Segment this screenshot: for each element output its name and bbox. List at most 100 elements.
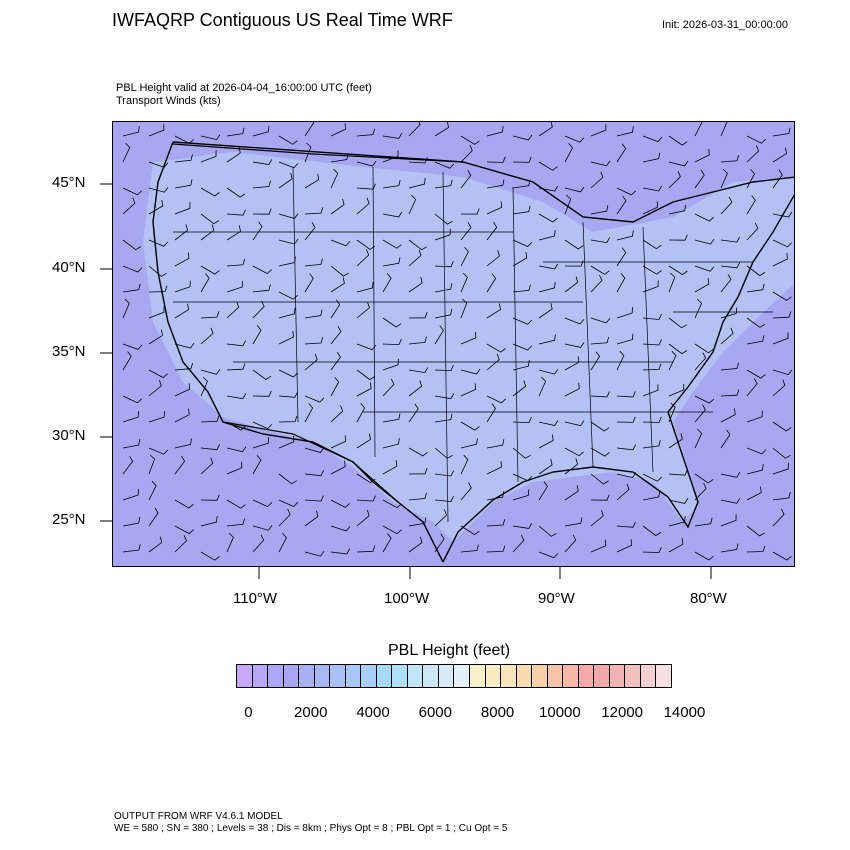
wind-barb (694, 473, 714, 484)
wind-barb (460, 383, 477, 397)
wind-barb (642, 201, 658, 215)
wind-barb (148, 329, 163, 345)
wind-barb (772, 369, 793, 376)
wind-barb (460, 438, 478, 449)
colorbar-swatch (268, 665, 284, 687)
wind-barb (616, 333, 634, 345)
wind-barb (538, 481, 548, 501)
wind-barb (122, 142, 131, 163)
wind-barb (304, 353, 318, 371)
wind-barb (330, 377, 340, 397)
colorbar-label: 8000 (480, 704, 515, 721)
wind-barb (746, 545, 766, 553)
wind-barb (148, 536, 163, 553)
colorbar-swatch (563, 665, 579, 687)
wind-barb (122, 283, 141, 293)
wind-barb (434, 161, 455, 169)
wind-barb (434, 364, 454, 372)
state-border-line (642, 226, 654, 473)
wind-barb (590, 205, 609, 215)
colorbar-swatch (485, 665, 502, 687)
wind-barb (278, 473, 298, 485)
wind-barb (772, 379, 786, 397)
wind-barb (122, 298, 130, 319)
wind-barb (356, 509, 370, 527)
wind-barb (148, 447, 169, 455)
wind-barb (148, 411, 165, 423)
wind-barb (122, 488, 139, 501)
wind-barb (460, 298, 468, 319)
wind-barb (720, 471, 741, 478)
wind-barb (304, 222, 316, 241)
wind-barb (382, 257, 401, 267)
wind-barb (252, 300, 265, 319)
colorbar-swatch (594, 665, 610, 687)
wind-barb (642, 265, 662, 275)
colorbar-label: 14000 (663, 704, 706, 721)
wind-barb (460, 544, 479, 553)
wind-barb (486, 403, 496, 423)
wind-barb (356, 249, 370, 267)
wind-barb (174, 525, 194, 535)
wind-barb (434, 533, 445, 553)
wind-barb (642, 339, 662, 346)
wind-barb (304, 550, 325, 557)
wind-barb (642, 525, 662, 537)
wind-barb (356, 128, 375, 137)
wind-barb (512, 447, 531, 459)
wind-barb (434, 308, 453, 319)
wind-barb (460, 482, 472, 501)
wind-barb (590, 274, 603, 293)
wind-barb (746, 317, 766, 328)
wind-barb (252, 369, 272, 380)
state-border-line (372, 166, 376, 458)
field-title: PBL Height valid at 2026-04-04_16:00:00 … (116, 82, 372, 94)
wind-barb (772, 239, 793, 248)
wind-barb (382, 273, 392, 293)
wind-barb (590, 171, 604, 189)
wind-barb (278, 238, 299, 245)
wind-barb (720, 168, 728, 189)
wind-barb (252, 159, 273, 165)
wind-barb (122, 197, 136, 215)
wind-barb (772, 291, 792, 301)
wind-barb (564, 485, 579, 501)
wind-barb (668, 343, 688, 355)
wind-barb (304, 495, 324, 502)
wind-barb (668, 317, 688, 329)
wind-barb (252, 325, 262, 345)
wind-barb (330, 168, 339, 189)
wind-barb (330, 239, 351, 247)
wind-barb (694, 238, 715, 245)
wind-barb (382, 460, 398, 475)
wind-barb (616, 539, 632, 553)
wind-barb (174, 252, 190, 267)
wind-barb (382, 239, 402, 249)
wind-barb (668, 538, 684, 553)
wind-barb (668, 160, 689, 167)
lon-label-100w: 100°W (384, 590, 430, 607)
wind-barb (356, 301, 370, 319)
wind-barb (486, 439, 505, 449)
wind-barb (382, 413, 401, 423)
wind-barb (668, 135, 688, 146)
wind-barb (356, 343, 377, 351)
wind-barb (148, 507, 159, 527)
wind-barb (512, 317, 533, 325)
colorbar-label: 4000 (356, 704, 390, 721)
wind-barb (720, 236, 741, 243)
wind-barb (460, 331, 477, 345)
wind-barb (486, 491, 505, 501)
wind-barb (642, 239, 662, 250)
wind-barb (122, 187, 143, 196)
wind-barb (486, 201, 503, 215)
wind-barb (564, 260, 584, 267)
wind-barb (590, 473, 609, 485)
wind-barb (694, 298, 703, 319)
wind-barb (512, 134, 533, 141)
wind-barb (512, 343, 533, 351)
wind-barb (148, 124, 165, 137)
wind-barb (200, 494, 220, 501)
wind-barb (200, 213, 220, 225)
wind-barb (252, 390, 272, 397)
